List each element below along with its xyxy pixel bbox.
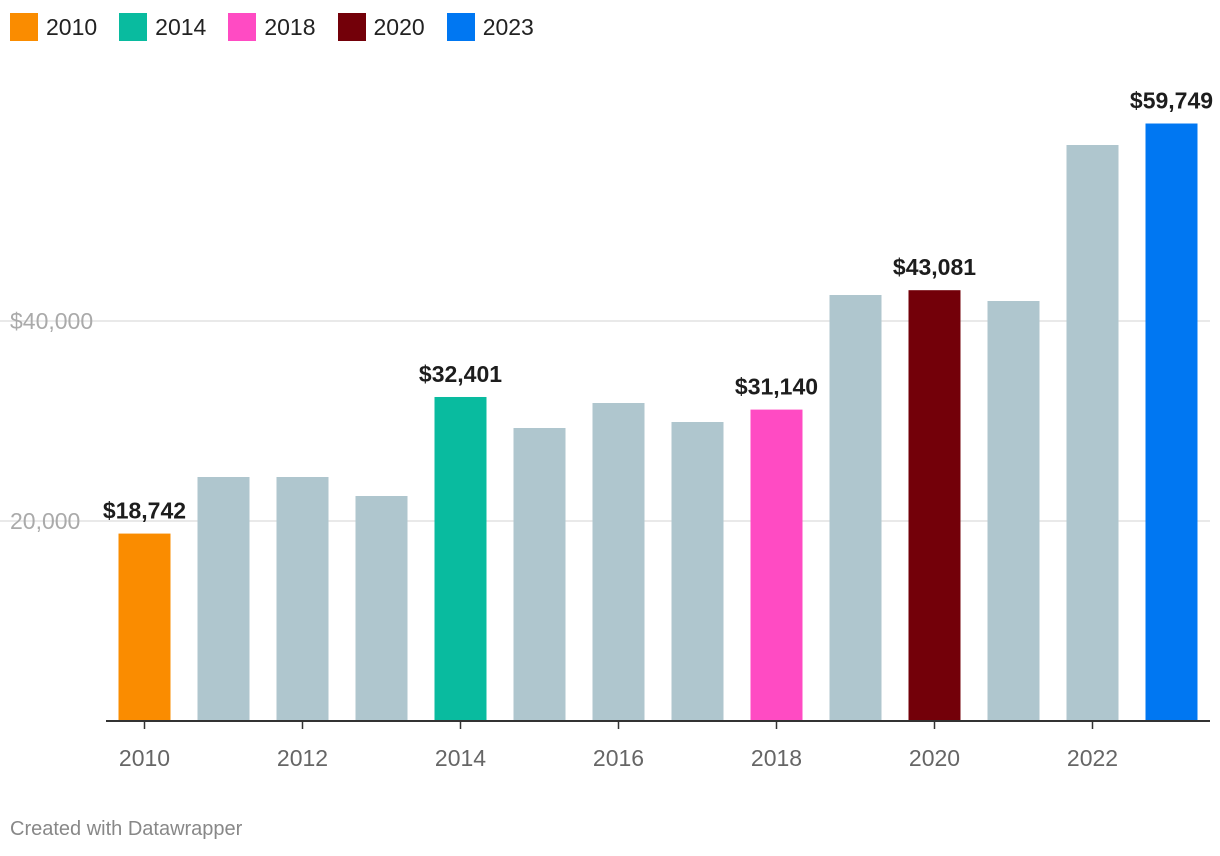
value-label-2014: $32,401 — [419, 361, 502, 387]
x-tick-label-2022: 2022 — [1067, 745, 1118, 771]
bar-2015 — [513, 428, 566, 721]
value-label-2018: $31,140 — [735, 374, 818, 400]
bar-2017 — [671, 422, 724, 721]
legend-item-2023: 2023 — [446, 13, 534, 41]
bar-2020 — [908, 290, 961, 721]
footer-credit: Created with Datawrapper — [10, 818, 243, 840]
value-label-2010: $18,742 — [103, 498, 186, 524]
bar-2021 — [987, 301, 1040, 721]
value-label-2020: $43,081 — [893, 254, 976, 280]
legend-item-2018: 2018 — [228, 13, 316, 41]
bar-2018 — [750, 409, 803, 721]
legend-swatch — [446, 13, 475, 41]
legend-swatch — [337, 13, 366, 41]
legend-item-2020: 2020 — [337, 13, 425, 41]
bar-2014 — [434, 396, 487, 721]
bar-2022 — [1066, 145, 1119, 721]
legend-label: 2023 — [482, 13, 534, 40]
legend-swatch — [10, 13, 38, 41]
legend-item-2014: 2014 — [119, 13, 206, 41]
bar-2023 — [1145, 123, 1198, 721]
bar-2011 — [197, 477, 250, 721]
legend-label: 2018 — [264, 13, 316, 40]
value-label-2023: $59,749 — [1130, 88, 1213, 114]
chart-legend: 2010 2014 2018 2020 2023 — [10, 12, 556, 42]
bar-chart: $18,742 $32,401 $31,140 $43,081 $59,749 2010… — [0, 88, 1213, 771]
legend-label: 2010 — [46, 13, 98, 40]
y-axis-ticks: 20,000 $40,000 — [10, 308, 93, 534]
x-tick-label-2010: 2010 — [119, 745, 170, 771]
bar-2019 — [829, 295, 882, 721]
bar-2013 — [355, 496, 408, 721]
legend-label: 2014 — [155, 13, 207, 40]
legend-swatch — [228, 13, 257, 41]
bar-2016 — [592, 403, 645, 721]
x-tick-label-2014: 2014 — [435, 745, 486, 771]
y-tick-label: 20,000 — [10, 508, 80, 534]
y-tick-label: $40,000 — [10, 308, 93, 334]
x-tick-label-2012: 2012 — [277, 745, 328, 771]
x-tick-label-2020: 2020 — [909, 745, 960, 771]
data-labels: $18,742 $32,401 $31,140 $43,081 $59,749 — [103, 88, 1213, 524]
x-tick-label-2016: 2016 — [593, 745, 644, 771]
legend-swatch — [119, 13, 148, 41]
bar-2010 — [118, 533, 171, 721]
x-tick-label-2018: 2018 — [751, 745, 802, 771]
legend-item-2010: 2010 — [10, 13, 97, 41]
bars — [118, 123, 1198, 721]
legend-label: 2020 — [373, 13, 425, 40]
x-axis: 2010 2012 2014 2016 2018 2020 2022 — [106, 720, 1210, 771]
bar-2012 — [276, 477, 329, 721]
